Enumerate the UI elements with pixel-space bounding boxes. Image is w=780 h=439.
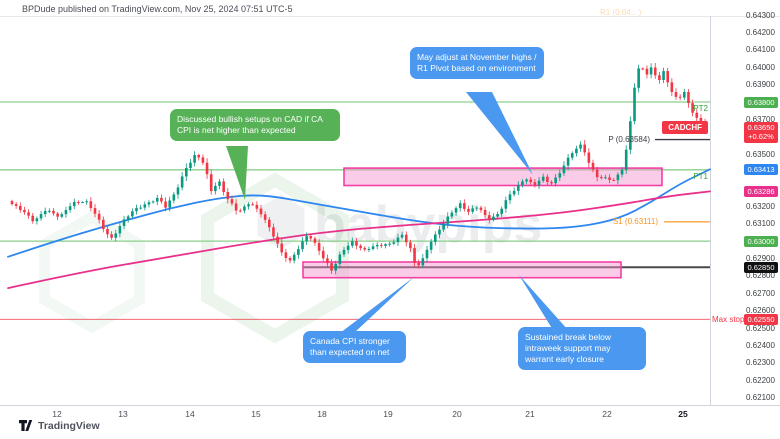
pt1-label: PT1 (693, 171, 708, 181)
price-tick: 0.62300 (746, 358, 775, 368)
price-tick: 0.62400 (746, 341, 775, 350)
footer-brand-text: TradingView (38, 419, 100, 432)
time-tick: 20 (452, 409, 462, 419)
time-tick: 19 (383, 409, 393, 419)
time-tick: 14 (185, 409, 195, 419)
price-tick: 0.62900 (746, 254, 775, 263)
tradingview-logo (19, 420, 33, 431)
price-tick: 0.63900 (746, 80, 775, 90)
price-badge: 0.62850 (744, 261, 778, 274)
time-tick: 15 (251, 409, 261, 419)
time-tick: 25 (678, 409, 688, 419)
price-tick: 0.62500 (746, 323, 775, 333)
time-tick: 22 (602, 409, 612, 419)
price-tick: 0.62200 (746, 375, 775, 385)
pt2-label: PT2 (693, 104, 708, 113)
price-badge: 0.63413 (744, 163, 778, 176)
symbol-badge: CADCHF (662, 121, 708, 135)
price-badge: 0.62550 (744, 313, 778, 326)
price-tick: 0.63200 (746, 201, 775, 211)
callout-bottom-left-blue[interactable]: Canada CPI stronger than expected on net (303, 331, 406, 363)
price-tick: 0.63700 (746, 114, 775, 124)
footer-brand[interactable]: TradingView (18, 419, 100, 432)
time-tick: 21 (525, 409, 535, 419)
publish-note: BPDude published on TradingView.com, Nov… (22, 4, 293, 14)
price-tick: 0.62100 (746, 393, 775, 403)
pivot-r1-label: R1 (0.64…) (600, 8, 642, 17)
price-tick: 0.63500 (746, 149, 775, 159)
pivot-s1-label: S1 (0.63111) (612, 217, 658, 227)
max-stop-label: Max stop (712, 314, 745, 324)
pivot-p-label: P (0.63584) (608, 135, 650, 145)
callout-green[interactable]: Discussed bullish setups on CAD if CA CP… (170, 109, 340, 141)
price-tick: 0.64000 (746, 62, 775, 72)
time-tick: 13 (118, 409, 128, 419)
price-tick: 0.62700 (746, 288, 775, 298)
time-tick: 12 (52, 409, 62, 419)
price-tick: 0.63100 (746, 219, 775, 229)
price-tick: 0.62600 (746, 306, 775, 316)
callout-top-blue[interactable]: May adjust at November highs / R1 Pivot … (410, 47, 544, 79)
time-tick: 18 (317, 409, 327, 419)
price-tick: 0.62800 (746, 271, 775, 281)
price-tick: 0.64100 (746, 45, 775, 55)
callout-bottom-right-blue[interactable]: Sustained break below intraweek support … (518, 327, 646, 370)
price-badge: 0.63000 (744, 235, 778, 247)
price-badge: 0.63800 (744, 96, 778, 108)
price-tick: 0.64200 (746, 27, 775, 37)
price-tick: 0.64300 (746, 10, 775, 20)
price-badge: 0.63286 (744, 185, 778, 198)
price-badge: 0.63650 +0.62% (744, 122, 778, 143)
